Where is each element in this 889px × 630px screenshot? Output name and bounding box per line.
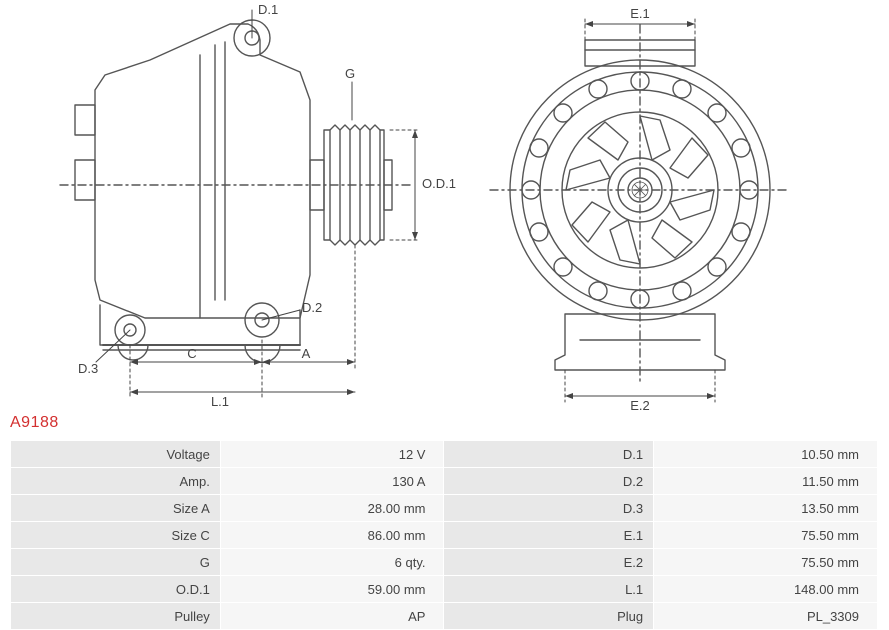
table-row: Size C86.00 mmE.175.50 mm (11, 522, 877, 548)
table-row: Voltage12 VD.110.50 mm (11, 441, 877, 467)
spec-label: Plug (444, 603, 653, 629)
label-d3: D.3 (78, 361, 98, 376)
spec-label: E.2 (444, 549, 653, 575)
label-a: A (302, 346, 311, 361)
label-e2: E.2 (630, 398, 650, 410)
spec-label: G (11, 549, 220, 575)
diagram-area: D.1 G O.D.1 D.2 D.3 C (0, 0, 889, 410)
label-e1: E.1 (630, 6, 650, 21)
label-d2: D.2 (302, 300, 322, 315)
spec-label: D.1 (444, 441, 653, 467)
table-row: Size A28.00 mmD.313.50 mm (11, 495, 877, 521)
label-l1: L.1 (211, 394, 229, 409)
spec-value: 148.00 mm (654, 576, 877, 602)
spec-label: D.2 (444, 468, 653, 494)
spec-label: Size C (11, 522, 220, 548)
spec-value: 75.50 mm (654, 522, 877, 548)
spec-label: Size A (11, 495, 220, 521)
spec-label: Pulley (11, 603, 220, 629)
spec-value: PL_3309 (654, 603, 877, 629)
part-number: A9188 (10, 414, 59, 432)
spec-value: 28.00 mm (221, 495, 444, 521)
spec-value: 59.00 mm (221, 576, 444, 602)
table-row: G6 qty.E.275.50 mm (11, 549, 877, 575)
table-row: Amp.130 AD.211.50 mm (11, 468, 877, 494)
side-view (60, 20, 410, 363)
spec-label: E.1 (444, 522, 653, 548)
spec-value: 6 qty. (221, 549, 444, 575)
table-row: O.D.159.00 mmL.1148.00 mm (11, 576, 877, 602)
label-g: G (345, 66, 355, 81)
spec-value: 10.50 mm (654, 441, 877, 467)
spec-label: L.1 (444, 576, 653, 602)
spec-label: D.3 (444, 495, 653, 521)
spec-value: 13.50 mm (654, 495, 877, 521)
spec-value: AP (221, 603, 444, 629)
table-row: PulleyAPPlugPL_3309 (11, 603, 877, 629)
label-c: C (187, 346, 196, 361)
spec-label: O.D.1 (11, 576, 220, 602)
spec-value: 130 A (221, 468, 444, 494)
spec-value: 11.50 mm (654, 468, 877, 494)
front-view (490, 25, 790, 385)
label-od1: O.D.1 (422, 176, 456, 191)
technical-drawing: D.1 G O.D.1 D.2 D.3 C (0, 0, 889, 410)
spec-value: 75.50 mm (654, 549, 877, 575)
spec-value: 12 V (221, 441, 444, 467)
label-d1: D.1 (258, 2, 278, 17)
spec-table: Voltage12 VD.110.50 mmAmp.130 AD.211.50 … (10, 440, 878, 630)
spec-value: 86.00 mm (221, 522, 444, 548)
spec-label: Voltage (11, 441, 220, 467)
spec-label: Amp. (11, 468, 220, 494)
